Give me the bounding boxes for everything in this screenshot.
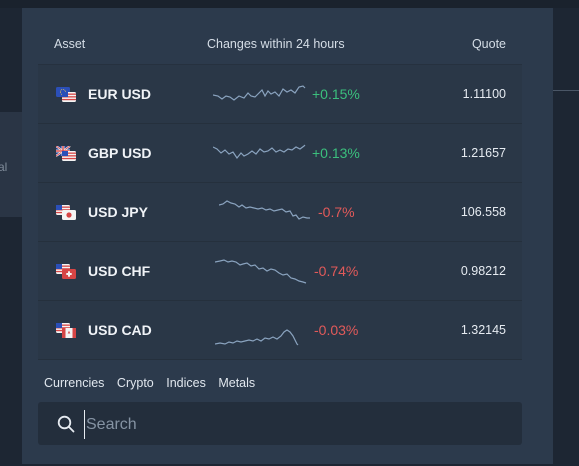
search-icon[interactable] [57,415,75,433]
change-percent: +0.13% [312,145,360,161]
asset-pair-name: EUR USD [88,86,152,102]
background-left-panel [0,112,22,217]
change-percent: +0.15% [312,86,360,102]
asset-pair-name: USD CHF [88,263,151,279]
column-header-quote: Quote [471,37,506,51]
asset-table-header: Asset Changes within 24 hours Quote [38,22,522,65]
us-jp-flag-icon [56,205,76,220]
column-header-changes: Changes within 24 hours [207,37,345,51]
sparkline-chart [215,259,307,284]
us-ca-flag-icon [56,323,76,338]
uk-us-flag-icon [56,146,76,161]
search-box [38,402,522,445]
change-percent: -0.7% [318,204,355,220]
asset-row-usd-chf[interactable]: USD CHF -0.74% 0.98212 [38,242,522,301]
tab-currencies[interactable]: Currencies [44,376,105,390]
tab-indices[interactable]: Indices [166,376,206,390]
asset-row-usd-cad[interactable]: USD CAD -0.03% 1.32145 [38,301,522,360]
background-top-bar [0,0,579,8]
tab-metals[interactable]: Metals [218,376,256,390]
eu-us-flag-icon [56,87,76,102]
asset-category-tabs: Currencies Crypto Indices Metals [44,376,264,390]
quote-value: 1.21657 [460,146,506,160]
tab-crypto[interactable]: Crypto [116,376,154,390]
background-left-text: al [0,160,8,174]
us-ch-flag-icon [56,264,76,279]
sparkline-chart [215,329,299,346]
quote-value: 1.32145 [460,323,506,337]
sparkline-chart [213,144,306,160]
change-percent: -0.74% [314,263,359,279]
quote-value: 106.558 [460,205,506,219]
column-header-asset: Asset [54,37,86,51]
change-percent: -0.03% [314,322,359,338]
asset-pair-name: GBP USD [88,145,152,161]
search-input[interactable] [84,410,508,439]
sparkline-chart [213,85,306,101]
asset-row-eur-usd[interactable]: EUR USD +0.15% 1.11100 [38,65,522,124]
sparkline-chart [219,200,310,220]
background-divider [553,90,579,91]
asset-row-usd-jpy[interactable]: USD JPY -0.7% 106.558 [38,183,522,242]
asset-pair-name: USD JPY [88,204,148,220]
quote-value: 1.11100 [462,87,506,101]
asset-pair-name: USD CAD [88,322,152,338]
quote-value: 0.98212 [460,264,506,278]
asset-row-gbp-usd[interactable]: GBP USD +0.13% 1.21657 [38,124,522,183]
